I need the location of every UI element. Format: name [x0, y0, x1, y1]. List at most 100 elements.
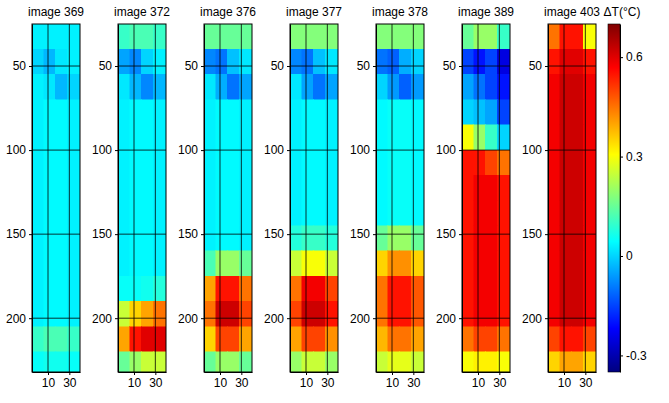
heat-cell [55, 251, 67, 276]
heat-cell [376, 150, 388, 175]
panel: 501001502001030image 369 [6, 5, 84, 390]
tick-mark [29, 318, 32, 319]
heat-cell [118, 301, 130, 326]
tick-mark [373, 318, 376, 319]
heat-cell [462, 201, 474, 226]
heat-cell [474, 74, 486, 99]
tick: 200 [92, 312, 118, 326]
heat-cell [130, 201, 142, 226]
x-axis: 1030 [463, 372, 511, 390]
heat-cell [560, 150, 572, 175]
grid-line [290, 234, 338, 235]
heat-cell [290, 175, 302, 200]
grid-line [48, 24, 49, 372]
axis-line [33, 372, 81, 373]
heat-cell [571, 150, 583, 175]
heat-cell [141, 226, 153, 251]
panel: 501001502001030image 376 [178, 5, 256, 390]
heat-cell [302, 327, 314, 352]
heat-cell [227, 301, 239, 326]
tick-label: 150 [178, 227, 198, 241]
heat-cell [204, 100, 216, 125]
heat-cell [571, 24, 583, 49]
tick-mark [115, 150, 118, 151]
heat-cell [216, 150, 228, 175]
heat-cell [571, 74, 583, 99]
plot-frame [204, 24, 252, 372]
heat-cell [130, 352, 142, 372]
axis-line [549, 372, 597, 373]
tick-mark [29, 66, 32, 67]
tick-label: 150 [92, 227, 112, 241]
tick-mark [287, 66, 290, 67]
tick: 200 [178, 312, 204, 326]
heat-cell [485, 276, 497, 301]
grid [204, 24, 252, 372]
tick: 10 [558, 372, 572, 390]
heat-cell [55, 100, 67, 125]
heat-cell [548, 150, 560, 175]
heat-cell [302, 352, 314, 372]
heat-cell [560, 49, 572, 74]
heat-cell [388, 150, 400, 175]
heat-cell [302, 175, 314, 200]
heat-cell [32, 24, 44, 49]
heat-cell [44, 301, 56, 326]
grid-line [32, 150, 80, 151]
heat-cell [141, 24, 153, 49]
heat-cell [216, 74, 228, 99]
tick: 30 [235, 372, 249, 390]
heat-cell [399, 251, 411, 276]
heat-cell [130, 125, 142, 150]
heat-cell [485, 175, 497, 200]
colorbar-title: ΔT(°C) [604, 5, 641, 19]
grid [118, 24, 166, 372]
tick: 200 [350, 312, 376, 326]
axis-line [548, 25, 549, 373]
heat-cell [485, 201, 497, 226]
heat-cell [118, 100, 130, 125]
tick-label: 200 [178, 312, 198, 326]
heat-cell [388, 276, 400, 301]
heat-cell [32, 251, 44, 276]
heat-cell [388, 327, 400, 352]
heat-cell [376, 100, 388, 125]
axis-line [205, 372, 253, 373]
heat-cell [462, 175, 474, 200]
heat-cell [290, 49, 302, 74]
heat-cell [560, 301, 572, 326]
heat-cell [462, 49, 474, 74]
heat-cell [388, 125, 400, 150]
heat-cell [560, 276, 572, 301]
grid-line [118, 318, 166, 319]
tick-mark [201, 318, 204, 319]
heat-cell [388, 301, 400, 326]
heat-cell [141, 150, 153, 175]
plot-frame [290, 24, 338, 372]
tick-mark [459, 66, 462, 67]
heat-cell [388, 201, 400, 226]
tick: 10 [300, 372, 314, 390]
heat-cell [302, 100, 314, 125]
heat-cell [32, 150, 44, 175]
heat-cell [118, 175, 130, 200]
heat-cell [376, 276, 388, 301]
grid-line [478, 24, 479, 372]
y-axis: 50100150200 [178, 25, 205, 373]
heat-cell [32, 49, 44, 74]
heat-cell [290, 74, 302, 99]
heat-cell [227, 352, 239, 372]
heat-cell [290, 327, 302, 352]
heat-cell [204, 175, 216, 200]
grid-line [564, 24, 565, 372]
heat-cell [290, 251, 302, 276]
heat-cell [130, 301, 142, 326]
heat-cell [462, 24, 474, 49]
heat-cell [462, 74, 474, 99]
heat-cell [204, 150, 216, 175]
heat-cell [474, 24, 486, 49]
tick-label: 200 [436, 312, 456, 326]
tick-label: 150 [436, 227, 456, 241]
heat-cell [55, 125, 67, 150]
heat-cell [313, 301, 325, 326]
